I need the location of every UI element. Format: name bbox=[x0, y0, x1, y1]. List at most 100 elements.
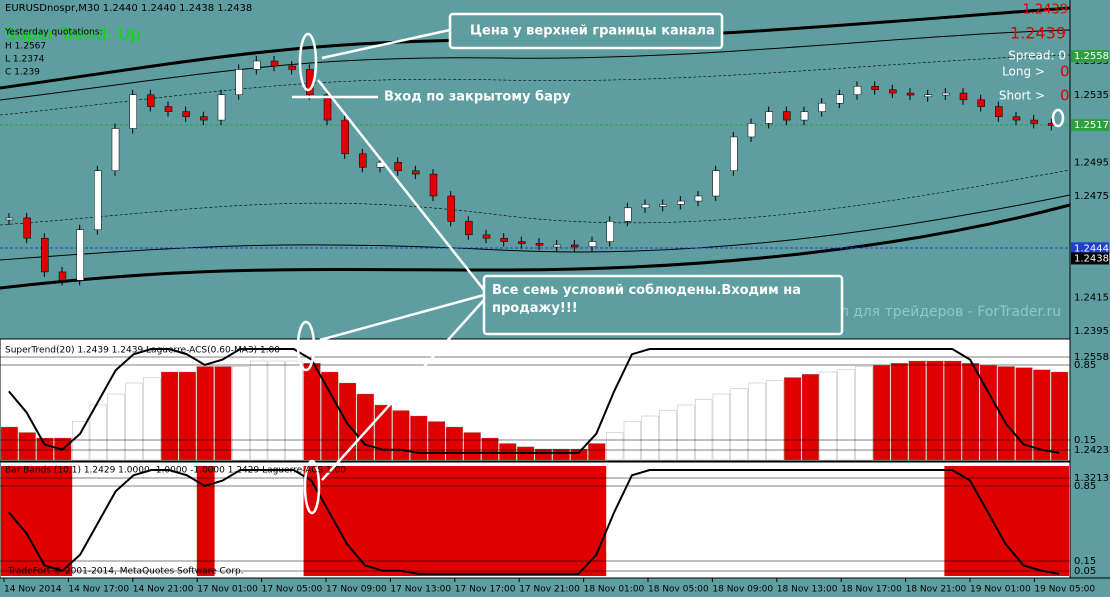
price-box-label: 1.2438 bbox=[1074, 253, 1109, 264]
hist-bar bbox=[499, 443, 517, 461]
candle bbox=[41, 237, 49, 273]
price-label: 1.2495 bbox=[1074, 157, 1109, 168]
hist-bar bbox=[36, 437, 54, 461]
axis-label: 0.85 bbox=[1074, 360, 1096, 371]
hist-bar bbox=[979, 365, 997, 461]
time-label: 14 Nov 2014 bbox=[4, 585, 62, 595]
yesterday-low: L 1.2374 bbox=[5, 55, 45, 65]
hist-bar bbox=[908, 360, 926, 461]
yesterday-close: C 1.239 bbox=[5, 68, 40, 78]
hist-bar bbox=[962, 363, 980, 461]
time-label: 17 Nov 01:00 bbox=[197, 585, 258, 595]
candle bbox=[535, 243, 544, 246]
candle bbox=[924, 94, 932, 97]
price-label: 1.2535 bbox=[1074, 90, 1109, 101]
hist-bar bbox=[641, 415, 659, 461]
laguerre-line bbox=[8, 348, 1060, 454]
time-label: 18 Nov 09:00 bbox=[712, 585, 773, 595]
hist-bar bbox=[944, 360, 962, 461]
price-box-label: 1.2444 bbox=[1074, 243, 1109, 254]
time-label: 18 Nov 13:00 bbox=[777, 585, 838, 595]
hist-bar bbox=[588, 443, 606, 461]
hist-bar bbox=[712, 393, 730, 461]
candle bbox=[323, 94, 332, 121]
hist-bar bbox=[428, 421, 446, 461]
time-label: 19 Nov 05:00 bbox=[1034, 585, 1095, 595]
hist-bar bbox=[606, 432, 624, 461]
candle bbox=[942, 92, 950, 96]
candle bbox=[147, 94, 155, 107]
callouts bbox=[292, 12, 1065, 515]
hist-bar bbox=[107, 393, 125, 461]
candle bbox=[129, 94, 137, 129]
hist-bar bbox=[659, 410, 677, 461]
hist-bar bbox=[695, 399, 713, 461]
hist-bar bbox=[766, 380, 784, 461]
axis-label: 1.2423 bbox=[1074, 445, 1109, 456]
hist-bar bbox=[748, 382, 766, 461]
candle bbox=[235, 69, 243, 95]
candle bbox=[853, 86, 862, 95]
candle bbox=[836, 94, 844, 104]
time-label: 19 Nov 01:00 bbox=[970, 585, 1031, 595]
candle bbox=[659, 204, 667, 207]
hist-bar bbox=[392, 410, 410, 461]
candle bbox=[553, 244, 561, 248]
hist-bar bbox=[356, 393, 374, 461]
hist-bar bbox=[819, 371, 837, 461]
panel2-title: Bar Bands (10,1) 1.2429 1.0000 -1.0000 -… bbox=[5, 466, 346, 476]
hist-bar bbox=[890, 363, 908, 461]
long-value: 0 bbox=[1060, 63, 1070, 81]
candle bbox=[1030, 119, 1038, 124]
hist-bar bbox=[374, 404, 392, 461]
candle bbox=[747, 123, 756, 138]
time-label: 17 Nov 13:00 bbox=[390, 585, 451, 595]
candle bbox=[359, 153, 367, 168]
candle bbox=[482, 234, 491, 239]
axis-label: 0.05 bbox=[1074, 566, 1096, 577]
band-bar bbox=[1, 466, 73, 576]
candle bbox=[111, 128, 120, 171]
hist-bar bbox=[196, 366, 214, 461]
hist-bar bbox=[534, 448, 552, 461]
hist-bar bbox=[463, 432, 481, 461]
candle bbox=[500, 237, 508, 242]
hist-bar bbox=[801, 374, 819, 461]
band-bar bbox=[196, 466, 215, 576]
hist-bar bbox=[1033, 369, 1051, 461]
candle bbox=[995, 106, 1003, 117]
candle bbox=[889, 89, 897, 94]
axis-label: 1.2558 bbox=[1074, 352, 1109, 363]
axis-label: 0.15 bbox=[1074, 556, 1096, 567]
axis-label: 1.3213 bbox=[1074, 473, 1109, 484]
candle bbox=[1012, 116, 1021, 121]
price-box bbox=[1071, 119, 1109, 132]
candle bbox=[959, 92, 968, 101]
candle bbox=[906, 92, 915, 96]
candle bbox=[606, 221, 614, 242]
hist-bar bbox=[997, 366, 1015, 461]
time-label: 14 Nov 17:00 bbox=[68, 585, 129, 595]
time-label: 18 Nov 05:00 bbox=[648, 585, 709, 595]
hist-bar bbox=[410, 415, 428, 461]
annotation-top: Цена у верхней границы канала bbox=[470, 24, 715, 39]
candle bbox=[94, 170, 102, 230]
short-value: 0 bbox=[1060, 87, 1070, 105]
hist-bar bbox=[143, 377, 161, 461]
hist-bar bbox=[481, 437, 499, 461]
price-label: 1.2475 bbox=[1074, 191, 1109, 202]
candle bbox=[182, 111, 190, 117]
candle bbox=[270, 60, 279, 67]
candle bbox=[694, 195, 703, 202]
hist-bar bbox=[1051, 371, 1069, 461]
price-box bbox=[1071, 242, 1109, 255]
price-label: 1.2395 bbox=[1074, 326, 1109, 337]
copyright: TradeFort © 2001-2014, MetaQuotes Softwa… bbox=[7, 567, 244, 577]
hist-bar bbox=[0, 426, 18, 461]
bid-big: 1.2439 bbox=[1010, 24, 1066, 43]
time-label: 17 Nov 21:00 bbox=[519, 585, 580, 595]
hist-bar bbox=[303, 363, 321, 461]
candle bbox=[624, 207, 632, 222]
short-label: Short > bbox=[999, 89, 1045, 103]
